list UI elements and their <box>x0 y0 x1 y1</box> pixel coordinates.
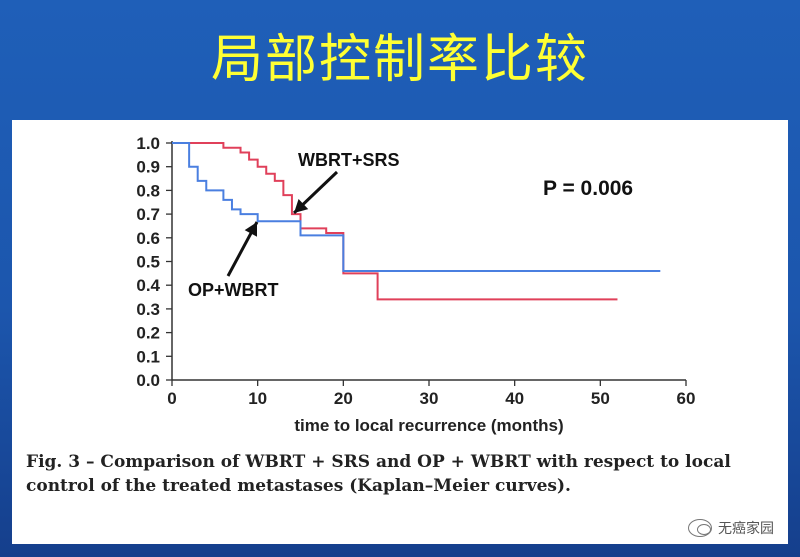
y-tick-label: 0.6 <box>136 229 160 248</box>
y-tick-label: 0.4 <box>136 276 160 295</box>
x-tick-label: 50 <box>591 389 610 408</box>
x-tick-label: 20 <box>334 389 353 408</box>
wechat-icon <box>688 519 712 537</box>
x-tick-label: 10 <box>248 389 267 408</box>
wbrt-srs-arrow-head <box>294 198 309 213</box>
y-tick-label: 0.9 <box>136 158 160 177</box>
y-tick-label: 0.0 <box>136 371 160 390</box>
y-tick-label: 0.1 <box>136 347 160 366</box>
y-tick-label: 0.2 <box>136 324 160 343</box>
kaplan-meier-chart: 0.0 0.1 0.2 0.3 0.4 0.5 0.6 0.7 0.8 0.9 1.0 0 10 20 30… <box>136 134 696 435</box>
p-value-annotation: P = 0.006 <box>543 177 633 200</box>
x-axis-title: time to local recurrence (months) <box>294 416 563 435</box>
figure-caption: Fig. 3 – Comparison of WBRT + SRS and OP… <box>26 452 731 496</box>
y-tick-label: 0.7 <box>136 205 160 224</box>
op-wbrt-arrow-head <box>244 222 258 237</box>
x-tick-label: 40 <box>505 389 524 408</box>
series-line-op-wbrt <box>172 142 661 272</box>
figure-panel: 0.0 0.1 0.2 0.3 0.4 0.5 0.6 0.7 0.8 0.9 1.0 0 10 20 30… <box>12 120 788 544</box>
watermark-text: 无癌家园 <box>718 521 774 537</box>
y-tick-label: 1.0 <box>136 134 160 153</box>
watermark: 无癌家园 <box>688 518 774 538</box>
series-line-wbrt-srs <box>172 142 618 301</box>
y-tick-label: 0.5 <box>136 253 160 272</box>
y-tick-label: 0.3 <box>136 300 160 319</box>
x-tick-label: 30 <box>420 389 439 408</box>
x-tick-label: 0 <box>167 389 176 408</box>
x-tick-label: 60 <box>677 389 696 408</box>
series-label-op-wbrt: OP+WBRT <box>188 280 279 300</box>
series-label-wbrt-srs: WBRT+SRS <box>298 150 400 170</box>
y-tick-label: 0.8 <box>136 181 160 200</box>
slide-title: 局部控制率比较 <box>210 30 589 90</box>
